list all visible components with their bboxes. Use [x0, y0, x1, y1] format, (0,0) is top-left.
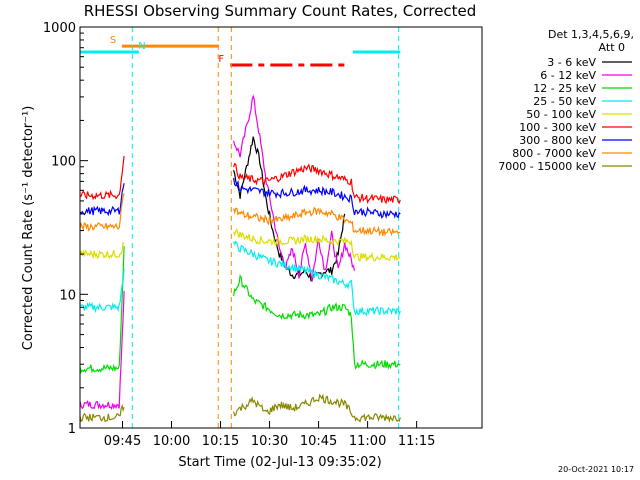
legend-label-0: 3 - 6 keV: [547, 56, 596, 69]
legend-label-4: 50 - 100 keV: [526, 108, 596, 121]
y-tick-label-1: 10: [59, 288, 76, 303]
x-tick-label-1: 10:00: [153, 434, 190, 449]
legend-label-5: 100 - 300 keV: [519, 121, 596, 134]
x-axis-label: Start Time (02-Jul-13 09:35:02): [178, 455, 381, 470]
x-ticks: 09:45 10:00 10:15 10:30 10:45 11:00 11:15: [104, 421, 435, 449]
flag-label-1: F: [218, 54, 224, 65]
x-tick-label-6: 11:15: [398, 434, 435, 449]
x-tick-label-5: 11:00: [349, 434, 386, 449]
x-tick-label-4: 10:45: [300, 434, 337, 449]
plot-frame: [79, 26, 483, 429]
chart-title: RHESSI Observing Summary Count Rates, Co…: [84, 2, 477, 20]
x-tick-label-2: 10:15: [202, 434, 239, 449]
legend-label-1: 6 - 12 keV: [540, 69, 596, 82]
footer-timestamp: 20-Oct-2021 10:17: [558, 465, 634, 474]
legend-header-1: Det 1,3,4,5,6,9,: [548, 28, 634, 41]
legend-label-7: 800 - 7000 keV: [512, 147, 596, 160]
series-line-7: [79, 193, 401, 237]
legend-label-8: 7000 - 15000 keV: [498, 160, 596, 173]
series-layer: [79, 94, 401, 424]
y-axis-label: Corrected Count Rate (s⁻¹ detector⁻¹): [21, 106, 36, 351]
annotation-layer: S F N: [80, 27, 401, 428]
series-line-3: [79, 240, 401, 317]
x-tick-label-3: 10:30: [251, 434, 288, 449]
legend-label-6: 300 - 800 keV: [519, 134, 596, 147]
legend-header-2: Att 0: [599, 41, 625, 54]
series-line-2: [79, 246, 401, 374]
y-tick-label-2: 100: [51, 155, 76, 170]
flag-label-2: N: [138, 41, 145, 52]
series-line-1: [79, 94, 356, 410]
y-tick-label-0: 1: [68, 422, 76, 437]
series-line-6: [79, 177, 401, 220]
legend-label-2: 12 - 25 keV: [533, 82, 596, 95]
legend-label-3: 25 - 50 keV: [533, 95, 596, 108]
series-line-8: [79, 393, 401, 424]
series-line-0: [233, 136, 346, 282]
y-ticks: 1 10 100 1000: [43, 21, 88, 437]
series-line-5: [79, 155, 401, 205]
y-tick-label-3: 1000: [43, 21, 76, 36]
series-line-4: [79, 228, 401, 262]
x-tick-label-0: 09:45: [104, 434, 141, 449]
flag-label-0: S: [110, 35, 116, 46]
